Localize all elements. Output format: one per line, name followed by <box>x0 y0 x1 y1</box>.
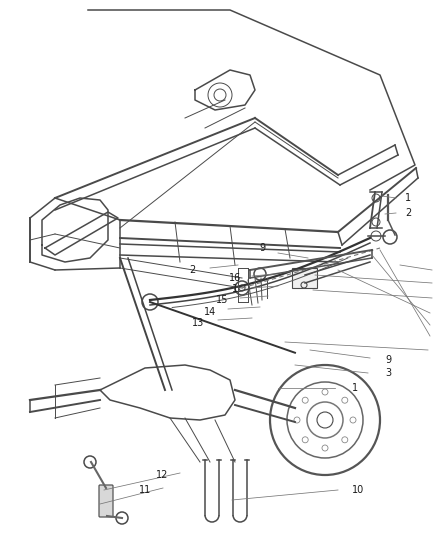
FancyBboxPatch shape <box>99 485 113 517</box>
FancyBboxPatch shape <box>292 268 317 288</box>
Text: 1: 1 <box>232 284 238 294</box>
Text: 2: 2 <box>189 265 195 275</box>
Text: 13: 13 <box>192 318 204 328</box>
Text: 9: 9 <box>259 243 265 253</box>
Text: 10: 10 <box>352 485 364 495</box>
Text: 11: 11 <box>139 485 151 495</box>
Text: 1: 1 <box>352 383 358 393</box>
Text: 16: 16 <box>229 273 241 283</box>
Text: 2: 2 <box>405 208 411 218</box>
Text: 9: 9 <box>385 355 391 365</box>
Text: 1: 1 <box>405 193 411 203</box>
Text: 3: 3 <box>385 368 391 378</box>
Text: 12: 12 <box>156 470 168 480</box>
Text: 14: 14 <box>204 307 216 317</box>
Text: 15: 15 <box>216 295 228 305</box>
